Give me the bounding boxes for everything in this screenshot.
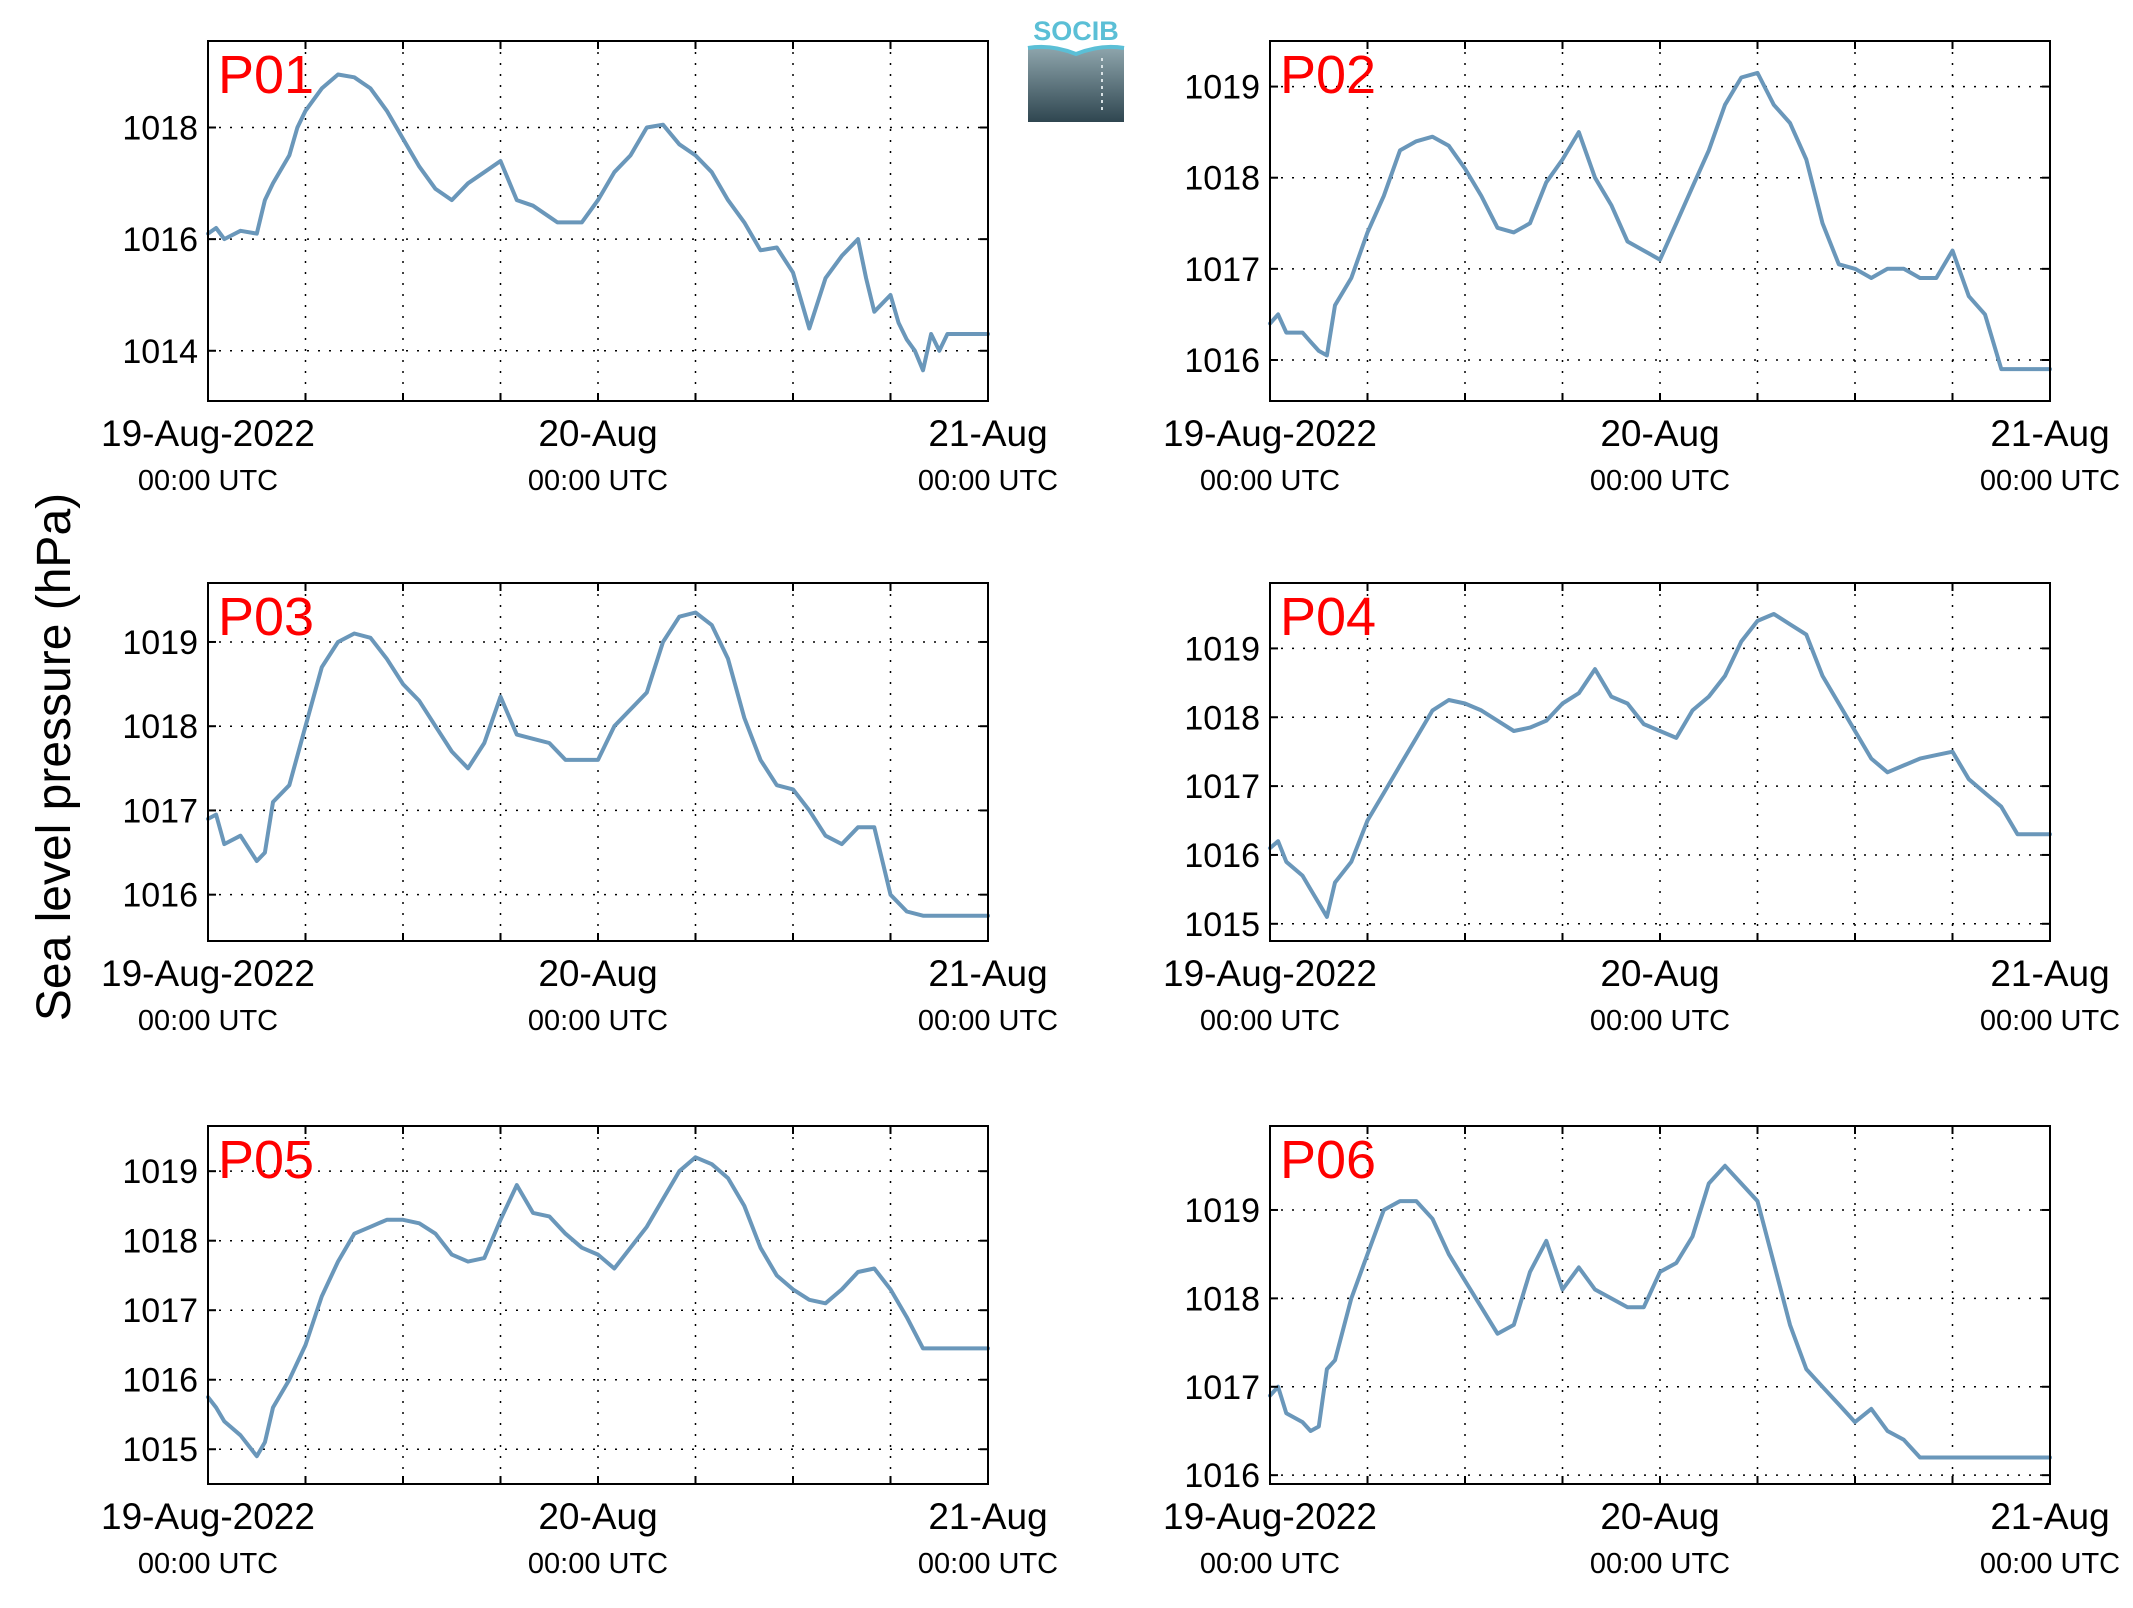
panel-label: P05 (218, 1130, 314, 1190)
x-tick-label: 20-Aug (538, 413, 657, 454)
y-tick-label: 1016 (122, 877, 198, 915)
panel-label: P06 (1280, 1130, 1376, 1190)
y-tick-label: 1016 (1184, 1457, 1260, 1495)
x-tick-label: 21-Aug (928, 1496, 1047, 1537)
x-tick-sublabel: 00:00 UTC (528, 1548, 668, 1580)
panel-p02: 1016 1017 1018 1019 19-Aug-2022 00:00 UTC 20-A… (1163, 40, 2120, 497)
y-tick-label: 1016 (1184, 837, 1260, 875)
x-tick-label: 21-Aug (928, 953, 1047, 994)
x-tick-label: 19-Aug-2022 (101, 413, 315, 454)
y-tick-label: 1017 (1184, 251, 1260, 289)
x-tick-label: 21-Aug (1990, 953, 2109, 994)
x-tick-sublabel: 00:00 UTC (918, 1005, 1058, 1037)
pressure-series-line (206, 72, 990, 373)
panel-p06: 1016 1017 1018 1019 19-Aug-2022 00:00 UTC 20-A… (1163, 1125, 2120, 1580)
x-tick-sublabel: 00:00 UTC (138, 1548, 278, 1580)
x-tick-sublabel: 00:00 UTC (1980, 465, 2120, 497)
y-tick-label: 1017 (1184, 1369, 1260, 1407)
x-tick-label: 21-Aug (928, 413, 1047, 454)
y-tick-label: 1015 (122, 1431, 198, 1469)
panel-label: P04 (1280, 587, 1376, 647)
y-tick-label: 1014 (122, 333, 198, 371)
panels: 1014 1016 1018 19-Aug-2022 00:00 UTC 20-Aug 00… (101, 40, 2120, 1580)
y-tick-label: 1017 (1184, 768, 1260, 806)
panel-label: P02 (1280, 45, 1376, 105)
x-tick-label: 20-Aug (538, 953, 657, 994)
y-tick-label: 1019 (122, 624, 198, 662)
x-tick-label: 20-Aug (1600, 1496, 1719, 1537)
x-tick-sublabel: 00:00 UTC (1590, 465, 1730, 497)
panel-label: P03 (218, 587, 314, 647)
pressure-series-line (1268, 1163, 2052, 1460)
y-tick-label: 1018 (1184, 699, 1260, 737)
x-tick-label: 19-Aug-2022 (1163, 413, 1377, 454)
x-tick-label: 20-Aug (538, 1496, 657, 1537)
x-tick-sublabel: 00:00 UTC (918, 1548, 1058, 1580)
y-tick-label: 1019 (1184, 1192, 1260, 1230)
panel-p03: 1016 1017 1018 1019 19-Aug-2022 00:00 UTC 20-A… (101, 582, 1058, 1037)
y-tick-label: 1019 (1184, 69, 1260, 107)
logo-wave (1028, 46, 1124, 122)
x-tick-sublabel: 00:00 UTC (1590, 1005, 1730, 1037)
x-tick-label: 21-Aug (1990, 413, 2109, 454)
y-tick-label: 1019 (1184, 630, 1260, 668)
x-tick-sublabel: 00:00 UTC (1200, 1548, 1340, 1580)
pressure-series-line (206, 1155, 990, 1459)
x-tick-label: 20-Aug (1600, 413, 1719, 454)
y-tick-label: 1018 (122, 1223, 198, 1261)
logo-text: SOCIB (1033, 16, 1119, 46)
x-tick-sublabel: 00:00 UTC (1200, 1005, 1340, 1037)
x-tick-label: 19-Aug-2022 (101, 953, 315, 994)
panel-p04: 1015 1016 1017 1018 1019 19-Aug-2022 00:00 UTC… (1163, 582, 2120, 1037)
x-tick-sublabel: 00:00 UTC (138, 1005, 278, 1037)
panel-label: P01 (218, 45, 314, 105)
y-tick-label: 1017 (122, 792, 198, 830)
y-tick-label: 1019 (122, 1153, 198, 1191)
x-tick-sublabel: 00:00 UTC (1590, 1548, 1730, 1580)
pressure-series-line (1268, 612, 2052, 919)
y-tick-label: 1017 (122, 1292, 198, 1330)
x-tick-sublabel: 00:00 UTC (528, 1005, 668, 1037)
x-tick-sublabel: 00:00 UTC (1980, 1005, 2120, 1037)
y-tick-label: 1018 (1184, 160, 1260, 198)
x-tick-sublabel: 00:00 UTC (138, 465, 278, 497)
x-tick-label: 19-Aug-2022 (1163, 1496, 1377, 1537)
panel-p05: 1015 1016 1017 1018 1019 19-Aug-2022 00:00 UTC… (101, 1125, 1058, 1580)
y-tick-label: 1018 (1184, 1280, 1260, 1318)
logo-wave-line (1027, 44, 1125, 57)
x-tick-label: 20-Aug (1600, 953, 1719, 994)
pressure-series-line (206, 610, 990, 918)
x-tick-sublabel: 00:00 UTC (528, 465, 668, 497)
y-tick-label: 1016 (122, 221, 198, 259)
x-tick-sublabel: 00:00 UTC (1980, 1548, 2120, 1580)
y-tick-label: 1015 (1184, 906, 1260, 944)
x-tick-label: 21-Aug (1990, 1496, 2109, 1537)
pressure-series-line (1268, 70, 2052, 372)
y-tick-label: 1016 (122, 1362, 198, 1400)
panel-p01: 1014 1016 1018 19-Aug-2022 00:00 UTC 20-Aug 00… (101, 40, 1058, 497)
socib-logo: SOCIB (1026, 14, 1126, 122)
y-tick-label: 1016 (1184, 342, 1260, 380)
x-tick-sublabel: 00:00 UTC (918, 465, 1058, 497)
x-tick-label: 19-Aug-2022 (101, 1496, 315, 1537)
x-tick-sublabel: 00:00 UTC (1200, 465, 1340, 497)
logo-graphic: SOCIB (1027, 16, 1125, 122)
x-tick-label: 19-Aug-2022 (1163, 953, 1377, 994)
figure-ylabel: Sea level pressure (hPa) (28, 493, 81, 1021)
y-tick-label: 1018 (122, 708, 198, 746)
y-tick-label: 1018 (122, 110, 198, 148)
